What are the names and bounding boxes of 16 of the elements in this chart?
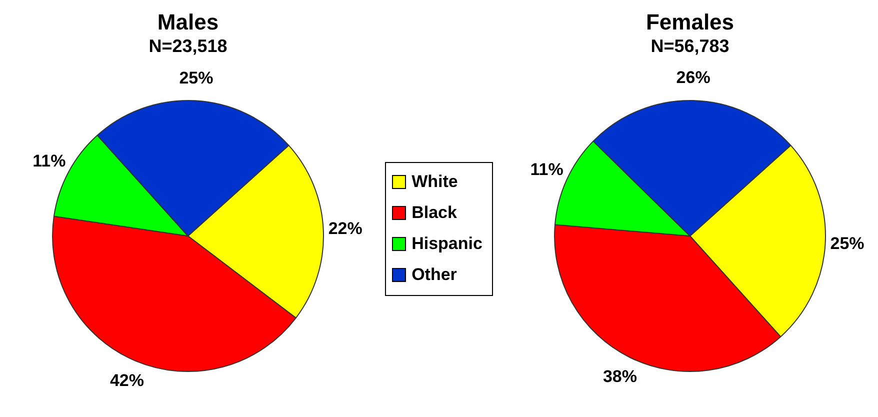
data-label: 25% xyxy=(179,68,214,88)
data-label: 42% xyxy=(110,370,144,390)
data-label: 11% xyxy=(530,160,564,180)
chart-title: Males xyxy=(157,9,219,34)
legend-label: Hispanic xyxy=(412,234,482,254)
data-label: 22% xyxy=(328,219,362,238)
data-label: 25% xyxy=(830,234,864,253)
data-label: 26% xyxy=(676,68,710,88)
chart-title: Females xyxy=(646,9,734,34)
legend-label: White xyxy=(412,172,458,192)
legend-label: Black xyxy=(412,203,457,223)
chart-subtitle: N=56,783 xyxy=(650,36,730,56)
legend-label: Other xyxy=(412,265,457,285)
data-label: 38% xyxy=(602,366,637,386)
data-label: 11% xyxy=(32,151,66,170)
chart-subtitle: N=23,518 xyxy=(148,36,228,56)
